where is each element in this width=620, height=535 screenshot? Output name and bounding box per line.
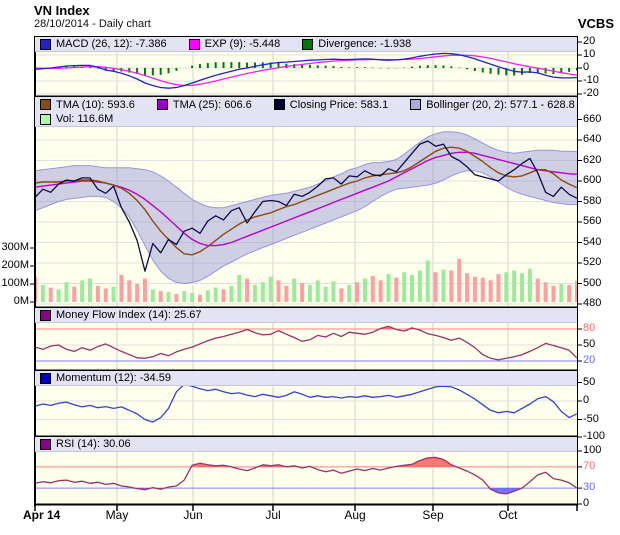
- tma25-legend-item: TMA (25): 606.6: [156, 98, 252, 111]
- price-legend-row2: Vol: 116.6M: [35, 112, 577, 127]
- rsi-swatch: [40, 438, 51, 450]
- exp-swatch: [188, 38, 200, 50]
- tma10-swatch: [40, 99, 51, 110]
- macd-legend: MACD (26, 12): -7.386 EXP (9): -5.448 Di…: [35, 37, 577, 52]
- exp-legend-item: EXP (9): -5.448: [188, 38, 281, 50]
- closing-price-swatch: [273, 99, 285, 110]
- mfi-legend: Money Flow Index (14): 25.67: [35, 308, 577, 323]
- divergence-legend-item: Divergence: -1.938: [302, 38, 411, 50]
- page-title: VN Index: [34, 3, 90, 18]
- tma10-legend-label: TMA (10): 593.6: [56, 98, 135, 111]
- momentum-legend-label: Momentum (12): -34.59: [56, 372, 171, 384]
- momentum-legend: Momentum (12): -34.59: [35, 371, 577, 386]
- divergence-swatch: [302, 38, 314, 50]
- volume-legend-item: Vol: 116.6M: [40, 113, 113, 125]
- mfi-swatch: [40, 309, 51, 321]
- momentum-swatch: [40, 372, 51, 384]
- rsi-legend-item: RSI (14): 30.06: [40, 438, 131, 450]
- closing-price-legend-label: Closing Price: 583.1: [289, 98, 389, 111]
- price-legend-row1: TMA (10): 593.6 TMA (25): 606.6 Closing …: [35, 97, 577, 112]
- macd-legend-item: MACD (26, 12): -7.386: [40, 38, 167, 50]
- brand-logo: VCBS: [577, 16, 614, 31]
- mfi-legend-item: Money Flow Index (14): 25.67: [40, 309, 202, 321]
- tma10-legend-item: TMA (10): 593.6: [40, 99, 135, 111]
- momentum-legend-item: Momentum (12): -34.59: [40, 372, 171, 384]
- exp-legend-label: EXP (9): -5.448: [204, 38, 281, 50]
- macd-swatch: [40, 38, 51, 50]
- divergence-legend-label: Divergence: -1.938: [318, 38, 412, 50]
- rsi-legend: RSI (14): 30.06: [35, 437, 577, 452]
- rsi-legend-label: RSI (14): 30.06: [56, 438, 131, 450]
- volume-swatch: [40, 113, 51, 125]
- bollinger-legend-item: Bollinger (20, 2): 577.1 - 628.8: [410, 99, 575, 111]
- macd-legend-label: MACD (26, 12): -7.386: [56, 38, 167, 50]
- volume-legend-label: Vol: 116.6M: [56, 113, 114, 125]
- tma25-legend-label: TMA (25): 606.6: [172, 98, 252, 111]
- chart-subtitle: 28/10/2014 - Daily chart: [34, 18, 151, 30]
- bollinger-legend-label: Bollinger (20, 2): 577.1 - 628.8: [426, 98, 575, 111]
- mfi-legend-label: Money Flow Index (14): 25.67: [56, 309, 202, 321]
- tma25-swatch: [156, 99, 168, 110]
- closing-price-legend-item: Closing Price: 583.1: [273, 98, 389, 111]
- bollinger-swatch: [410, 99, 422, 110]
